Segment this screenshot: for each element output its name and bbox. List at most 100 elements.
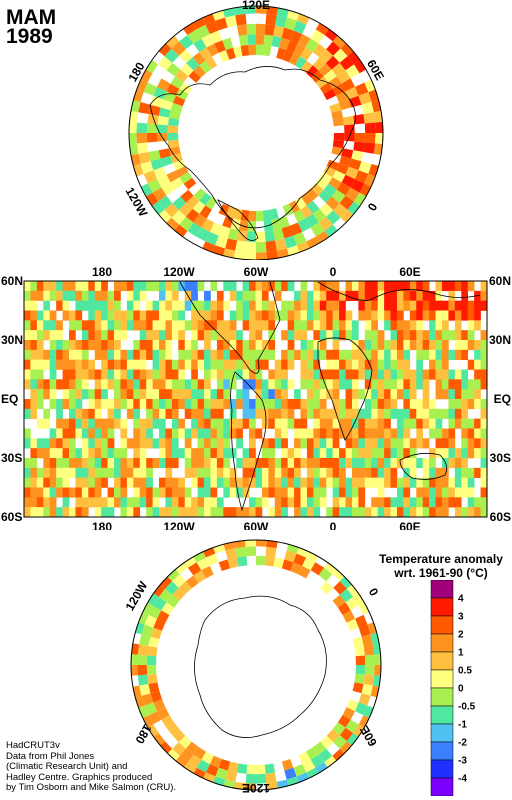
- anomaly-cell: [139, 487, 147, 498]
- anomaly-cell: [358, 477, 366, 488]
- anomaly-cell: [191, 290, 198, 301]
- anomaly-cell: [146, 418, 153, 429]
- anomaly-cell: [384, 369, 391, 380]
- anomaly-cell: [255, 379, 263, 390]
- anomaly-cell: [261, 300, 269, 311]
- anomaly-cell: [480, 448, 488, 459]
- anomaly-cell: [159, 428, 166, 439]
- anomaly-cell: [136, 142, 149, 154]
- anomaly-cell: [165, 300, 173, 311]
- anomaly-cell: [126, 408, 134, 419]
- anomaly-cell: [326, 729, 340, 743]
- anomaly-cell: [345, 408, 353, 419]
- legend-swatch: [430, 687, 454, 707]
- anomaly-cell: [339, 448, 346, 459]
- anomaly-cell: [355, 82, 369, 96]
- anomaly-cell: [114, 340, 121, 351]
- anomaly-cell: [313, 310, 321, 321]
- anomaly-cell: [175, 69, 189, 83]
- anomaly-cell: [199, 60, 212, 74]
- anomaly-cell: [129, 133, 137, 145]
- anomaly-cell: [197, 467, 205, 478]
- eq-lat-right-60s: 60S: [490, 510, 511, 524]
- anomaly-cell: [390, 290, 398, 301]
- anomaly-cell: [351, 369, 359, 380]
- anomaly-cell: [333, 581, 347, 595]
- legend-label: 3: [458, 612, 464, 623]
- anomaly-cell: [351, 507, 359, 518]
- anomaly-cell: [345, 448, 353, 459]
- anomaly-cell: [164, 33, 180, 49]
- anomaly-cell: [358, 497, 366, 508]
- anomaly-cell: [281, 399, 288, 410]
- anomaly-cell: [43, 300, 51, 311]
- anomaly-cell: [461, 281, 469, 292]
- anomaly-cell: [139, 379, 147, 390]
- anomaly-cell: [88, 428, 96, 439]
- anomaly-cell: [454, 408, 462, 419]
- anomaly-cell: [184, 399, 192, 410]
- anomaly-cell: [467, 330, 475, 341]
- anomaly-cell: [339, 487, 346, 498]
- anomaly-cell: [474, 320, 481, 331]
- anomaly-cell: [204, 389, 211, 400]
- anomaly-cell: [467, 300, 475, 311]
- anomaly-cell: [384, 300, 391, 311]
- anomaly-cell: [24, 497, 31, 508]
- anomaly-cell: [184, 320, 192, 331]
- anomaly-cell: [364, 310, 372, 321]
- anomaly-cell: [101, 389, 108, 400]
- anomaly-cell: [247, 34, 256, 45]
- anomaly-cell: [281, 507, 288, 518]
- anomaly-cell: [364, 290, 372, 301]
- anomaly-cell: [371, 310, 378, 321]
- anomaly-cell: [435, 428, 443, 439]
- anomaly-cell: [313, 399, 321, 410]
- anomaly-cell: [242, 349, 250, 360]
- anomaly-cell: [268, 340, 276, 351]
- anomaly-cell: [332, 566, 347, 582]
- anomaly-cell: [333, 133, 345, 141]
- anomaly-cell: [313, 487, 321, 498]
- anomaly-cell: [342, 610, 356, 623]
- anomaly-cell: [36, 330, 44, 341]
- anomaly-cell: [249, 340, 256, 351]
- anomaly-cell: [474, 310, 481, 321]
- anomaly-cell: [396, 379, 404, 390]
- anomaly-cell: [165, 399, 173, 410]
- anomaly-cell: [179, 172, 193, 184]
- anomaly-cell: [49, 487, 57, 498]
- eq-top-lon-60w: 60W: [244, 265, 269, 279]
- anomaly-cell: [165, 290, 173, 301]
- anomaly-cell: [261, 349, 269, 360]
- eq-bottom-lon-0: 0: [330, 520, 337, 530]
- anomaly-cell: [448, 330, 456, 341]
- anomaly-cell: [364, 467, 372, 478]
- anomaly-cell: [313, 369, 321, 380]
- anomaly-cell: [146, 320, 153, 331]
- anomaly-cell: [36, 507, 44, 518]
- anomaly-cell: [184, 428, 192, 439]
- anomaly-cell: [156, 209, 172, 225]
- anomaly-cell: [300, 428, 308, 439]
- anomaly-cell: [371, 428, 378, 439]
- anomaly-cell: [319, 300, 327, 311]
- anomaly-cell: [131, 642, 140, 655]
- anomaly-cell: [281, 467, 288, 478]
- anomaly-cell: [49, 467, 57, 478]
- anomaly-cell: [396, 290, 404, 301]
- anomaly-cell: [346, 733, 361, 748]
- anomaly-cell: [161, 715, 175, 728]
- eq-top-lon-0: 0: [330, 265, 337, 279]
- anomaly-cell: [69, 458, 76, 469]
- anomaly-cell: [30, 369, 38, 380]
- anomaly-cell: [345, 596, 359, 611]
- anomaly-cell: [461, 448, 469, 459]
- anomaly-cell: [94, 340, 102, 351]
- anomaly-cell: [377, 349, 385, 360]
- anomaly-cell: [313, 428, 321, 439]
- anomaly-cell: [287, 448, 295, 459]
- anomaly-cell: [56, 408, 63, 419]
- eq-top-lon-180: 180: [92, 265, 112, 279]
- anomaly-cell: [157, 741, 173, 756]
